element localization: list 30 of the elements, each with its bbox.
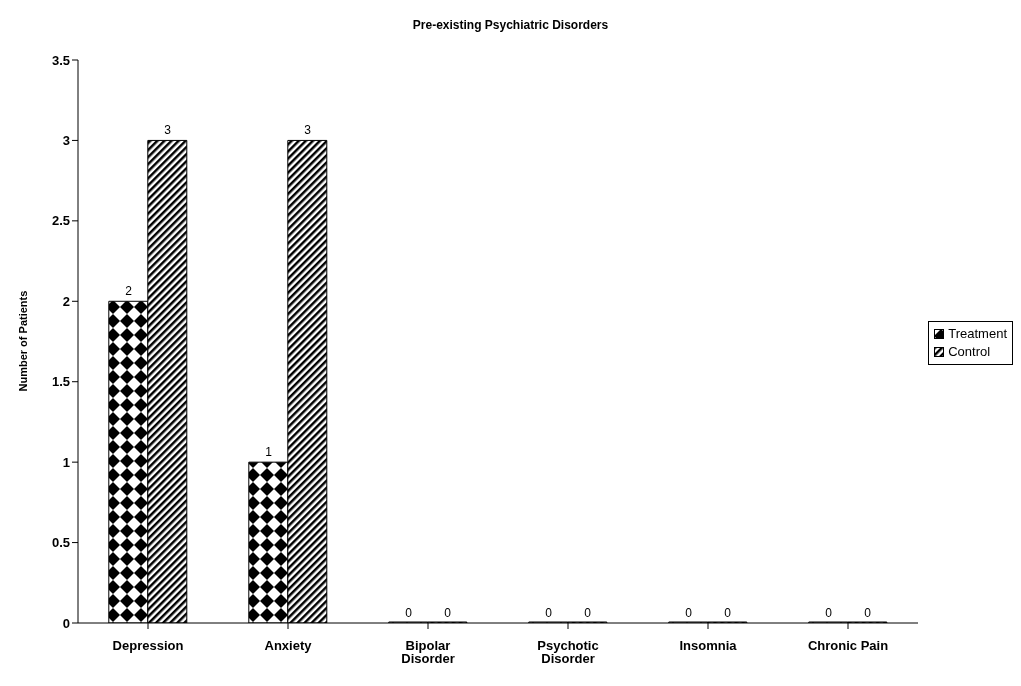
data-label: 2 bbox=[125, 284, 133, 299]
data-label: 0 bbox=[545, 606, 553, 620]
y-tick-label: 0 bbox=[62, 615, 70, 631]
data-label: 3 bbox=[304, 123, 312, 138]
x-tick-label: Bipolar Disorder bbox=[401, 638, 455, 667]
data-label: 3 bbox=[164, 123, 172, 138]
x-tick-label: Psychotic Disorder bbox=[537, 638, 599, 667]
chart-title: Pre-existing Psychiatric Disorders bbox=[411, 17, 610, 34]
y-axis-title: Number of Patients bbox=[16, 290, 29, 392]
y-tick-label: 3 bbox=[62, 133, 70, 149]
x-tick-label: Insomnia bbox=[679, 638, 738, 654]
x-tick-label: Chronic Pain bbox=[807, 638, 889, 654]
x-tick-label: Anxiety bbox=[264, 638, 313, 654]
data-label: 0 bbox=[444, 606, 452, 620]
data-label: 0 bbox=[724, 606, 732, 620]
text: Treatment bbox=[948, 325, 1007, 343]
data-label: 0 bbox=[405, 606, 413, 620]
y-tick-label: 2.5 bbox=[51, 213, 70, 229]
data-label: 0 bbox=[584, 606, 592, 620]
y-tick-label: 1.5 bbox=[51, 374, 70, 390]
text: Control bbox=[948, 343, 991, 361]
y-tick-label: 0.5 bbox=[51, 535, 70, 551]
data-label: 0 bbox=[825, 606, 833, 620]
data-label: 1 bbox=[265, 445, 273, 460]
x-tick-label: Depression bbox=[112, 638, 184, 654]
y-tick-label: 3.5 bbox=[51, 52, 70, 68]
y-tick-label: 2 bbox=[62, 293, 70, 309]
y-tick-label: 1 bbox=[62, 454, 70, 470]
data-label: 0 bbox=[685, 606, 693, 620]
data-label: 0 bbox=[864, 606, 872, 620]
